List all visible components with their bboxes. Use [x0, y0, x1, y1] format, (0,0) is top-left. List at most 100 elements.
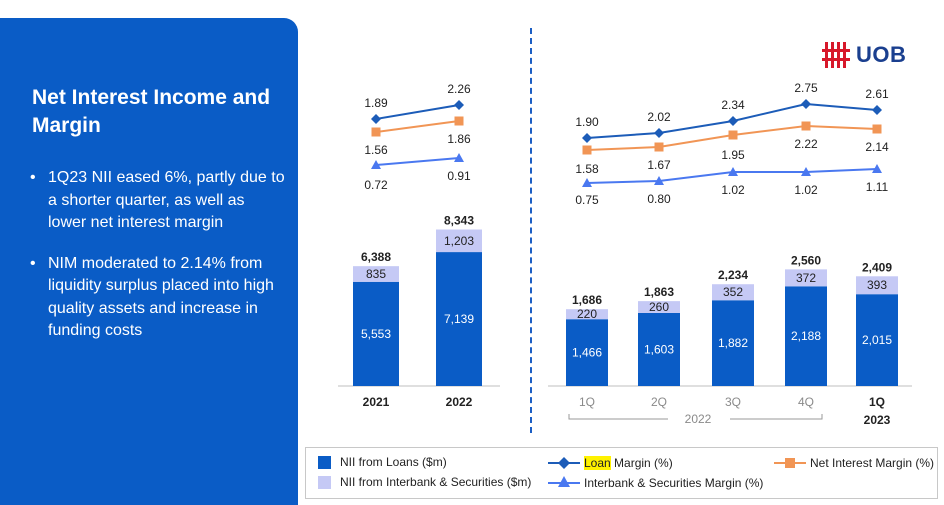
- bar-loans-label: 5,553: [361, 327, 391, 341]
- loan-margin-label: 1.89: [364, 96, 388, 110]
- bar-total-label: 2,409: [862, 260, 892, 274]
- loan-margin-label: 2.34: [721, 98, 745, 112]
- nim-label: 2.22: [794, 137, 818, 151]
- bullet-item: • 1Q23 NII eased 6%, partly due to a sho…: [30, 167, 285, 235]
- loan-margin-label: 2.02: [647, 110, 671, 124]
- category-label: 1Q: [869, 395, 885, 409]
- bar-loans-label: 2,188: [791, 329, 821, 343]
- bar-total-label: 8,343: [444, 214, 474, 228]
- nim-point: [654, 142, 664, 152]
- loan-margin-label: 1.90: [575, 115, 599, 129]
- bar-loans: [566, 319, 608, 386]
- legend-interbank-margin-triangle-icon: [548, 476, 580, 487]
- group-bracket-left: [568, 414, 668, 420]
- nim-line: [375, 120, 460, 133]
- interbank-margin-point: [454, 153, 464, 162]
- bar-interbank: [785, 269, 827, 287]
- legend-interbank-label: NII from Interbank & Securities ($m): [340, 475, 532, 489]
- bar-interbank: [436, 229, 482, 253]
- bar-interbank-label: 352: [723, 285, 743, 299]
- interbank-margin-label: 1.02: [794, 183, 818, 197]
- nim-label: 2.14: [865, 140, 889, 154]
- bar-loans: [712, 300, 754, 386]
- panel-title: Net Interest Income and Margin: [32, 86, 271, 137]
- category-year-label: 2023: [864, 413, 891, 427]
- bar-total-label: 1,863: [644, 285, 674, 299]
- bullet-item: • NIM moderated to 2.14% from liquidity …: [30, 253, 285, 343]
- loan-margin-point: [728, 116, 738, 126]
- bullet-dot-icon: •: [30, 254, 36, 272]
- category-label: 2021: [363, 395, 390, 409]
- category-label: 2022: [446, 395, 473, 409]
- legend-interbank-margin-label: Interbank & Securities Margin (%): [584, 476, 764, 490]
- legend-loans-swatch-icon: [318, 456, 331, 469]
- category-label: 3Q: [725, 395, 741, 409]
- logo-text: UOB: [856, 42, 907, 67]
- legend-loan-margin-rest: Margin (%): [610, 456, 673, 470]
- bullet-dot-icon: •: [30, 169, 36, 186]
- bar-interbank: [712, 284, 754, 301]
- bar-interbank-label: 260: [649, 300, 669, 314]
- loan-margin-point: [371, 114, 381, 124]
- bar-total-label: 2,234: [718, 268, 748, 282]
- legend: NII from Loans ($m) NII from Interbank &…: [305, 447, 938, 499]
- bar-interbank-label: 835: [366, 267, 386, 281]
- legend-loans-label: NII from Loans ($m): [340, 455, 447, 469]
- bar-loans-label: 1,882: [718, 336, 748, 350]
- bar-interbank-label: 220: [577, 307, 597, 321]
- category-label: 4Q: [798, 395, 814, 409]
- interbank-margin-point: [371, 160, 381, 169]
- interbank-margin-label: 0.75: [575, 193, 599, 207]
- interbank-margin-point: [654, 176, 664, 185]
- interbank-margin-label: 1.02: [721, 183, 745, 197]
- bar-interbank-label: 1,203: [444, 234, 474, 248]
- bar-total-label: 2,560: [791, 253, 821, 267]
- category-label: 1Q: [579, 395, 595, 409]
- interbank-margin-point: [801, 167, 811, 176]
- interbank-margin-line: [375, 157, 460, 166]
- bullet-list: • 1Q23 NII eased 6%, partly due to a sho…: [30, 167, 285, 361]
- interbank-margin-label: 1.11: [866, 180, 889, 194]
- interbank-margin-point: [728, 167, 738, 176]
- uob-logo-icon: [822, 42, 850, 68]
- bar-loans-label: 1,466: [572, 346, 602, 360]
- nim-label: 1.56: [364, 143, 388, 157]
- bullet-text: 1Q23 NII eased 6%, partly due to a short…: [48, 169, 285, 231]
- nim-point: [454, 116, 464, 126]
- bar-interbank: [353, 266, 399, 282]
- legend-nim-square-icon: [774, 458, 806, 468]
- loan-margin-point: [801, 99, 811, 109]
- bar-loans: [785, 286, 827, 386]
- category-label: 2Q: [651, 395, 667, 409]
- nim-point: [801, 121, 811, 131]
- bar-loans: [353, 281, 399, 386]
- bar-interbank-label: 393: [867, 278, 887, 292]
- legend-nim-label: Net Interest Margin (%): [810, 456, 935, 470]
- left-panel: [0, 18, 298, 505]
- legend-loan-margin-diamond-icon: [548, 457, 580, 469]
- interbank-margin-point: [582, 178, 592, 187]
- section-divider: [530, 28, 532, 433]
- nim-label: 1.67: [647, 158, 671, 172]
- nim-point: [728, 130, 738, 140]
- nim-label: 1.95: [721, 148, 745, 162]
- bar-loans: [856, 294, 898, 386]
- bar-interbank: [566, 309, 608, 320]
- interbank-margin-point: [872, 164, 882, 173]
- loan-margin-label: 2.26: [447, 82, 471, 96]
- bar-total-label: 1,686: [572, 293, 602, 307]
- bar-loans-label: 1,603: [644, 342, 674, 356]
- bar-interbank: [856, 276, 898, 295]
- legend-loan-margin-label: Loan Margin (%): [584, 456, 673, 470]
- nim-point: [582, 145, 592, 155]
- bullet-text: NIM moderated to 2.14% from liquidity su…: [48, 254, 274, 340]
- nim-point: [872, 124, 882, 134]
- bar-interbank: [638, 301, 680, 313]
- bar-loans: [638, 312, 680, 386]
- interbank-margin-label: 0.91: [447, 169, 471, 183]
- loan-margin-line: [375, 104, 460, 120]
- loan-margin-point: [454, 100, 464, 110]
- bar-interbank-label: 372: [796, 271, 816, 285]
- bar-loans: [436, 252, 482, 386]
